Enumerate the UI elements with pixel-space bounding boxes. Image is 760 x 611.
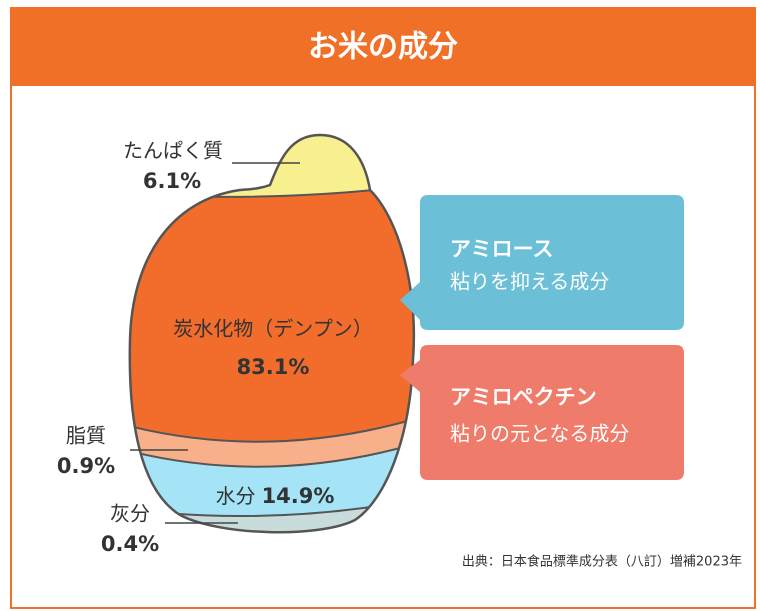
callout-box bbox=[400, 195, 684, 330]
component-percent: 0.4% bbox=[101, 532, 159, 556]
source-note: 出典：日本食品標準成分表（八訂）増補2023年 bbox=[462, 554, 742, 570]
callout-title: アミロペクチン bbox=[450, 385, 597, 409]
component-label: 炭水化物（デンプン） bbox=[173, 317, 372, 341]
grain-outline bbox=[128, 133, 416, 534]
water-text: 水分 14.9% bbox=[216, 484, 335, 509]
callout-title: アミロース bbox=[450, 237, 554, 261]
component-percent: 83.1% bbox=[237, 355, 310, 379]
component-percent: 6.1% bbox=[143, 169, 201, 193]
component-percent: 0.9% bbox=[57, 454, 115, 478]
component-label: たんぱく質 bbox=[123, 139, 223, 163]
callout-text: 粘りを抑える成分 bbox=[450, 270, 609, 294]
component-label: 脂質 bbox=[66, 424, 106, 448]
title: お米の成分 bbox=[308, 30, 458, 65]
callout-text: 粘りの元となる成分 bbox=[450, 422, 629, 446]
component-label: 灰分 bbox=[110, 502, 150, 526]
callout-box bbox=[400, 345, 684, 480]
component-label: 水分 bbox=[216, 484, 256, 508]
header-bar bbox=[11, 8, 755, 86]
component-percent: 14.9% bbox=[262, 484, 335, 508]
